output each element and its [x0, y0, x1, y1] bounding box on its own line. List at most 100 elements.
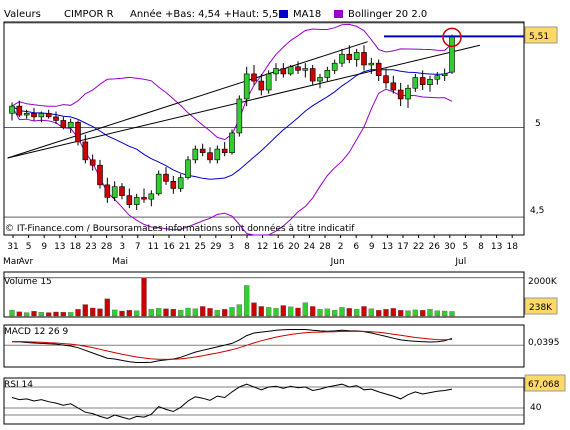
volume-last-label: 238K [529, 303, 553, 313]
candle-up [317, 77, 323, 82]
month-label: Jun [330, 257, 345, 267]
candle-up [324, 70, 331, 78]
candle-up [23, 112, 30, 116]
volume-bar [354, 309, 360, 317]
macd-lines [4, 329, 524, 363]
volume-bar [222, 309, 228, 317]
rsi-last-badge [524, 374, 566, 392]
volume-bar [178, 310, 184, 317]
candle-up [287, 66, 294, 75]
volume-bar [398, 310, 404, 317]
candle-down [75, 121, 81, 143]
candle-down [295, 66, 301, 71]
volume-bar [163, 308, 169, 317]
volume-bar [412, 309, 418, 317]
last-price-badge [524, 26, 558, 44]
volume-bar [427, 309, 433, 317]
x-tick-label: 28 [101, 242, 113, 252]
volume-bar [390, 308, 396, 317]
candle-down [419, 77, 426, 85]
volume-title: Volume 15 [4, 277, 52, 287]
x-tick-label: 5 [463, 242, 469, 252]
candle-up [405, 87, 411, 100]
volume-bar [134, 310, 140, 317]
candle-up [434, 75, 441, 80]
last-price-circle [442, 27, 462, 48]
volume-bar [156, 308, 162, 317]
volume-bar [75, 309, 81, 317]
x-tick-label: 23 [85, 242, 96, 252]
month-label: Mai [112, 257, 128, 267]
x-tick-label: 9 [369, 242, 375, 252]
candle-down [199, 148, 206, 153]
volume-bar [104, 298, 110, 317]
candle-up [192, 148, 199, 161]
volume-bar [442, 310, 448, 317]
volume-bar [126, 310, 132, 317]
candle-down [383, 75, 389, 84]
candle-down [16, 105, 23, 116]
trend-lines [7, 41, 480, 159]
x-tick-label: 8 [244, 242, 250, 252]
volume-bar [229, 307, 235, 317]
price-candles [9, 34, 455, 210]
x-tick-label: 25 [194, 242, 205, 252]
volume-bar [24, 312, 30, 317]
x-tick-label: 13 [382, 242, 393, 252]
x-tick-label: 31 [7, 242, 18, 252]
volume-bar [346, 308, 352, 317]
volume-bar [295, 307, 301, 317]
volume-bar [31, 311, 37, 317]
candle-down [104, 184, 111, 198]
candle-down [397, 89, 404, 100]
volume-bar [288, 306, 294, 317]
volume-bar [192, 308, 198, 317]
x-tick-label: 9 [41, 242, 47, 252]
volume-panel-frame [3, 271, 525, 318]
candle-up [133, 197, 140, 205]
candle-up [368, 62, 375, 66]
month-label: Jul [454, 257, 466, 267]
volume-bar [141, 277, 147, 317]
candle-up [236, 98, 243, 134]
candle-down [163, 173, 169, 182]
candle-up [155, 173, 162, 195]
header-summary: Année +Bas: 4,54 +Haut: 5,52 [130, 8, 285, 20]
x-tick-label: 26 [428, 242, 440, 252]
macd-title: MACD 12 26 9 [4, 327, 68, 337]
candle-down [97, 164, 103, 186]
volume-bar [302, 302, 308, 317]
x-tick-label: 2 [338, 242, 344, 252]
volume-bar [376, 310, 382, 317]
candle-up [441, 73, 448, 76]
x-tick-label: 22 [413, 242, 424, 252]
x-tick-label: 13 [54, 242, 65, 252]
trend-channel-upper [7, 41, 368, 159]
x-tick-label: 16 [163, 242, 175, 252]
candle-down [251, 73, 257, 82]
candle-down [89, 159, 96, 166]
volume-bar [97, 308, 103, 317]
volume-bar [273, 308, 279, 317]
volume-bar [119, 310, 125, 317]
x-tick-label: 30 [444, 242, 456, 252]
candle-up [177, 177, 184, 189]
last-price-label: 5,51 [529, 32, 549, 42]
candle-down [346, 53, 353, 60]
rsi-title: RSI 14 [4, 380, 33, 390]
volume-bar [434, 310, 440, 317]
volume-bar [324, 308, 330, 317]
volume-bar [112, 309, 118, 317]
candle-up [273, 68, 279, 75]
legend-swatch-bollinger [334, 10, 343, 18]
price-annotation [384, 27, 524, 48]
candle-up [339, 53, 345, 64]
x-tick-label: 21 [179, 242, 190, 252]
candle-down [221, 148, 228, 153]
price-ytick-label: 4,5 [530, 206, 544, 216]
x-tick-label: 6 [353, 242, 359, 252]
rsi-panel-frame [3, 377, 525, 425]
volume-bar [383, 309, 389, 317]
x-tick-label: 11 [148, 242, 159, 252]
